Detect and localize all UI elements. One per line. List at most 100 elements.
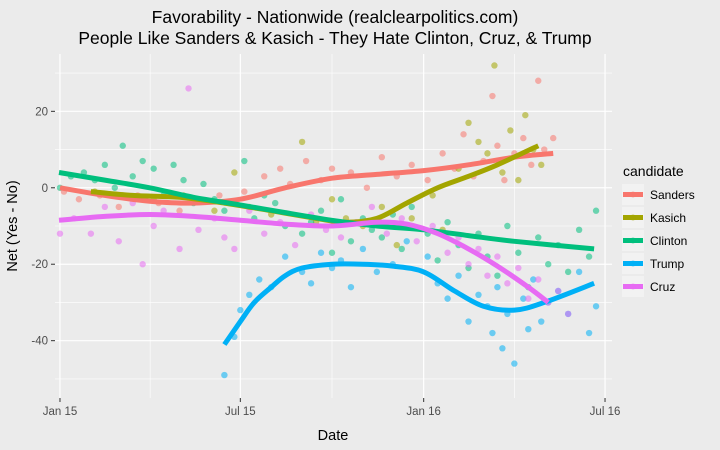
- kasich-point: [408, 215, 415, 222]
- clinton-point: [328, 249, 336, 256]
- cruz-point: [535, 276, 542, 283]
- cruz-point: [554, 287, 562, 295]
- sanders-point: [261, 173, 268, 180]
- clinton-point: [408, 203, 415, 211]
- cruz-point: [444, 249, 451, 256]
- clinton-point: [180, 176, 187, 184]
- cruz-point: [139, 261, 146, 268]
- kasich-point: [507, 127, 514, 134]
- kasich-point: [211, 207, 218, 214]
- x-tick-label: Jan 15: [43, 406, 78, 418]
- trump-point: [221, 371, 228, 379]
- kasich-point: [465, 119, 472, 127]
- legend: candidate Sanders Kasich Clinton Trump Cruz: [622, 163, 695, 297]
- cruz-point: [413, 238, 420, 245]
- trump-point: [444, 295, 451, 302]
- sanders-point: [460, 131, 467, 138]
- x-tick-label: Jul 15: [225, 406, 256, 418]
- chart-title: Favorability - Nationwide (realclearpoli…: [152, 7, 519, 27]
- clinton-point: [170, 161, 177, 169]
- cruz-point: [564, 310, 572, 318]
- clinton-point: [200, 180, 207, 188]
- trump-point: [475, 291, 482, 298]
- sanders-point: [528, 161, 535, 169]
- clinton-point: [434, 257, 441, 264]
- clinton-point: [592, 207, 600, 214]
- trump-point: [520, 295, 527, 302]
- cruz-point: [398, 215, 405, 222]
- cruz-point: [337, 234, 345, 241]
- trump-point: [347, 283, 355, 291]
- clinton-point: [272, 199, 279, 207]
- trump-point: [538, 318, 545, 325]
- cruz-point: [150, 222, 157, 230]
- sanders-point: [424, 176, 431, 184]
- clinton-point: [564, 268, 572, 276]
- axis-ticks: 20 0 -20 -40 Jan 15 Jul 15 Jan 16 Jul 16: [31, 106, 620, 418]
- kasich-point: [499, 169, 506, 176]
- clinton-point: [575, 226, 583, 234]
- cruz-point: [368, 203, 376, 211]
- cruz-point: [494, 253, 501, 260]
- cruz-point: [484, 272, 491, 279]
- cruz-point: [231, 245, 238, 253]
- chart-subtitle: People Like Sanders & Kasich - They Hate…: [78, 28, 591, 48]
- y-axis-title: Net (Yes - No): [5, 180, 21, 271]
- y-tick-label: 20: [35, 106, 48, 118]
- clinton-point: [111, 184, 118, 191]
- sanders-point: [276, 165, 284, 172]
- cruz-point: [221, 234, 228, 241]
- sanders-point: [535, 77, 542, 84]
- clinton-point: [317, 207, 325, 214]
- sanders-point: [75, 196, 83, 203]
- kasich-point: [231, 169, 238, 176]
- sanders-point: [494, 142, 501, 149]
- trump-point: [237, 306, 244, 314]
- sanders-point: [520, 134, 527, 142]
- kasich-point: [484, 150, 491, 157]
- sanders-point: [541, 146, 548, 153]
- trump-point: [575, 268, 583, 276]
- trump-point: [530, 276, 537, 283]
- clinton-smooth-line: [58, 170, 595, 252]
- sanders-point: [302, 157, 310, 165]
- sanders-point: [115, 203, 122, 211]
- trump-point: [317, 249, 325, 256]
- clinton-point: [494, 272, 501, 279]
- cruz-point: [291, 241, 299, 249]
- trump-point: [403, 238, 410, 245]
- legend-title: candidate: [623, 163, 684, 179]
- cruz-legend-label: Cruz: [650, 280, 675, 294]
- sanders-point: [489, 92, 496, 100]
- cruz-point: [115, 238, 122, 245]
- kasich-point: [429, 192, 436, 199]
- trump-point: [281, 253, 289, 260]
- cruz-point: [195, 226, 202, 234]
- kasich-legend-label: Kasich: [650, 211, 686, 225]
- trump-point: [494, 283, 501, 291]
- clinton-point: [241, 157, 248, 165]
- clinton-point: [515, 249, 522, 256]
- cruz-point: [176, 245, 183, 253]
- kasich-point: [393, 241, 400, 249]
- sanders-point: [363, 184, 371, 191]
- trump-point: [455, 272, 462, 279]
- trump-smooth-line: [222, 261, 595, 346]
- trump-point: [525, 326, 532, 333]
- trump-point: [511, 360, 518, 367]
- clinton-legend-label: Clinton: [650, 234, 687, 248]
- clinton-point: [139, 157, 146, 165]
- clinton-point: [347, 238, 355, 245]
- clinton-point: [545, 261, 552, 268]
- trump-point: [246, 291, 253, 298]
- sanders-legend-label: Sanders: [650, 188, 695, 202]
- smooth-lines: [58, 143, 595, 346]
- trump-point: [489, 329, 496, 337]
- x-axis-title: Date: [318, 428, 349, 444]
- sanders-point: [328, 165, 336, 172]
- kasich-point: [475, 138, 482, 146]
- trump-point: [585, 329, 593, 337]
- x-tick-label: Jan 16: [406, 406, 441, 418]
- cruz-point: [87, 230, 95, 237]
